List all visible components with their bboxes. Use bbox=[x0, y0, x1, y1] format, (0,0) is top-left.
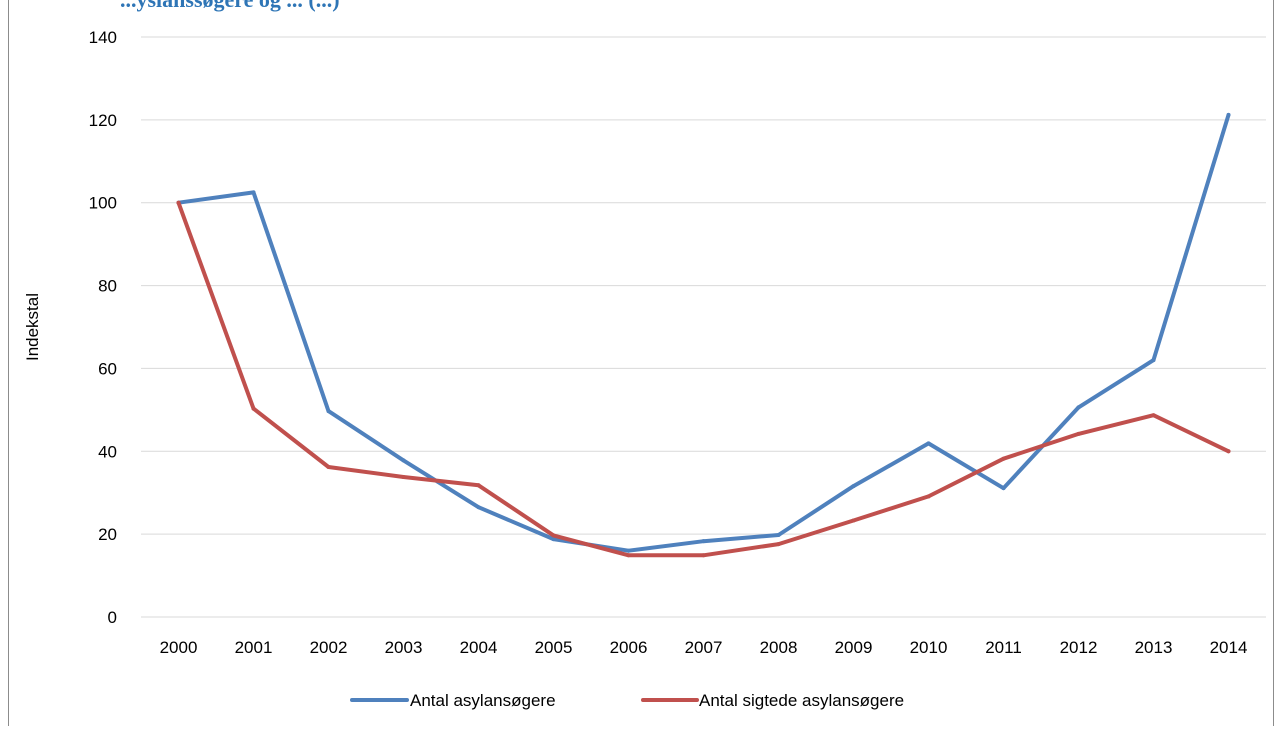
data-point-s0-1 bbox=[251, 190, 256, 195]
legend: Antal asylansøgere Antal sigtede asylansø… bbox=[350, 691, 904, 710]
data-point-s0-2 bbox=[326, 409, 331, 414]
x-tick-label: 2014 bbox=[1210, 638, 1248, 657]
data-point-s1-2 bbox=[326, 465, 331, 470]
data-point-s0-4 bbox=[476, 505, 481, 510]
series-lines bbox=[176, 112, 1231, 558]
data-point-s1-9 bbox=[851, 518, 856, 523]
data-point-s1-1 bbox=[251, 406, 256, 411]
x-tick-label: 2009 bbox=[835, 638, 873, 657]
data-point-s0-13 bbox=[1151, 358, 1156, 363]
data-point-s0-9 bbox=[851, 484, 856, 489]
data-point-s1-8 bbox=[776, 542, 781, 547]
data-point-s0-6 bbox=[626, 548, 631, 553]
x-tick-label: 2003 bbox=[385, 638, 423, 657]
x-tick-labels: 2000 2001 2002 2003 2004 2005 2006 2007 2008 2009… bbox=[160, 638, 1248, 657]
x-tick-label: 2012 bbox=[1060, 638, 1098, 657]
x-tick-label: 2005 bbox=[535, 638, 573, 657]
data-point-s1-12 bbox=[1076, 431, 1081, 436]
x-tick-label: 2001 bbox=[235, 638, 273, 657]
y-tick-labels: 0 20 40 60 80 100 120 140 bbox=[89, 28, 117, 627]
x-tick-label: 2007 bbox=[685, 638, 723, 657]
y-tick-label: 120 bbox=[89, 111, 117, 130]
legend-label-0: Antal asylansøgere bbox=[410, 691, 556, 710]
x-tick-label: 2008 bbox=[760, 638, 798, 657]
data-point-s1-3 bbox=[401, 474, 406, 479]
legend-label-1: Antal sigtede asylansøgere bbox=[699, 691, 904, 710]
x-tick-label: 2000 bbox=[160, 638, 198, 657]
data-point-s0-5 bbox=[551, 537, 556, 542]
y-tick-label: 140 bbox=[89, 28, 117, 47]
chart-title-cropped: ...yslanssøgere og ... (...) bbox=[120, 0, 340, 13]
data-point-s1-6 bbox=[626, 553, 631, 558]
data-point-s1-13 bbox=[1151, 413, 1156, 418]
data-point-s0-3 bbox=[401, 458, 406, 463]
y-axis-label: Indekstal bbox=[23, 293, 42, 361]
y-tick-label: 20 bbox=[98, 525, 117, 544]
data-point-s1-5 bbox=[551, 533, 556, 538]
y-tick-label: 100 bbox=[89, 194, 117, 213]
y-tick-label: 0 bbox=[108, 608, 117, 627]
data-point-s1-10 bbox=[926, 494, 931, 499]
x-tick-label: 2002 bbox=[310, 638, 348, 657]
x-tick-label: 2013 bbox=[1135, 638, 1173, 657]
data-point-s1-14 bbox=[1226, 449, 1231, 454]
series-line-0 bbox=[176, 112, 1231, 553]
data-point-s1-11 bbox=[1001, 456, 1006, 461]
data-point-s0-7 bbox=[701, 539, 706, 544]
data-point-s1-7 bbox=[701, 553, 706, 558]
data-point-s0-14 bbox=[1226, 112, 1231, 117]
data-point-s0-12 bbox=[1076, 405, 1081, 410]
x-tick-label: 2011 bbox=[985, 638, 1022, 657]
data-point-s1-0 bbox=[176, 200, 181, 205]
y-tick-label: 60 bbox=[98, 359, 117, 378]
data-point-s1-4 bbox=[476, 483, 481, 488]
data-point-s0-8 bbox=[776, 532, 781, 537]
gridlines bbox=[141, 36, 1266, 618]
x-tick-label: 2004 bbox=[460, 638, 498, 657]
chart-frame bbox=[8, 0, 1274, 726]
y-tick-label: 40 bbox=[98, 442, 117, 461]
x-tick-label: 2010 bbox=[910, 638, 948, 657]
x-tick-label: 2006 bbox=[610, 638, 648, 657]
data-point-s0-11 bbox=[1001, 486, 1006, 491]
series-line-1 bbox=[176, 200, 1231, 558]
y-tick-label: 80 bbox=[98, 277, 117, 296]
data-point-s0-10 bbox=[926, 441, 931, 446]
